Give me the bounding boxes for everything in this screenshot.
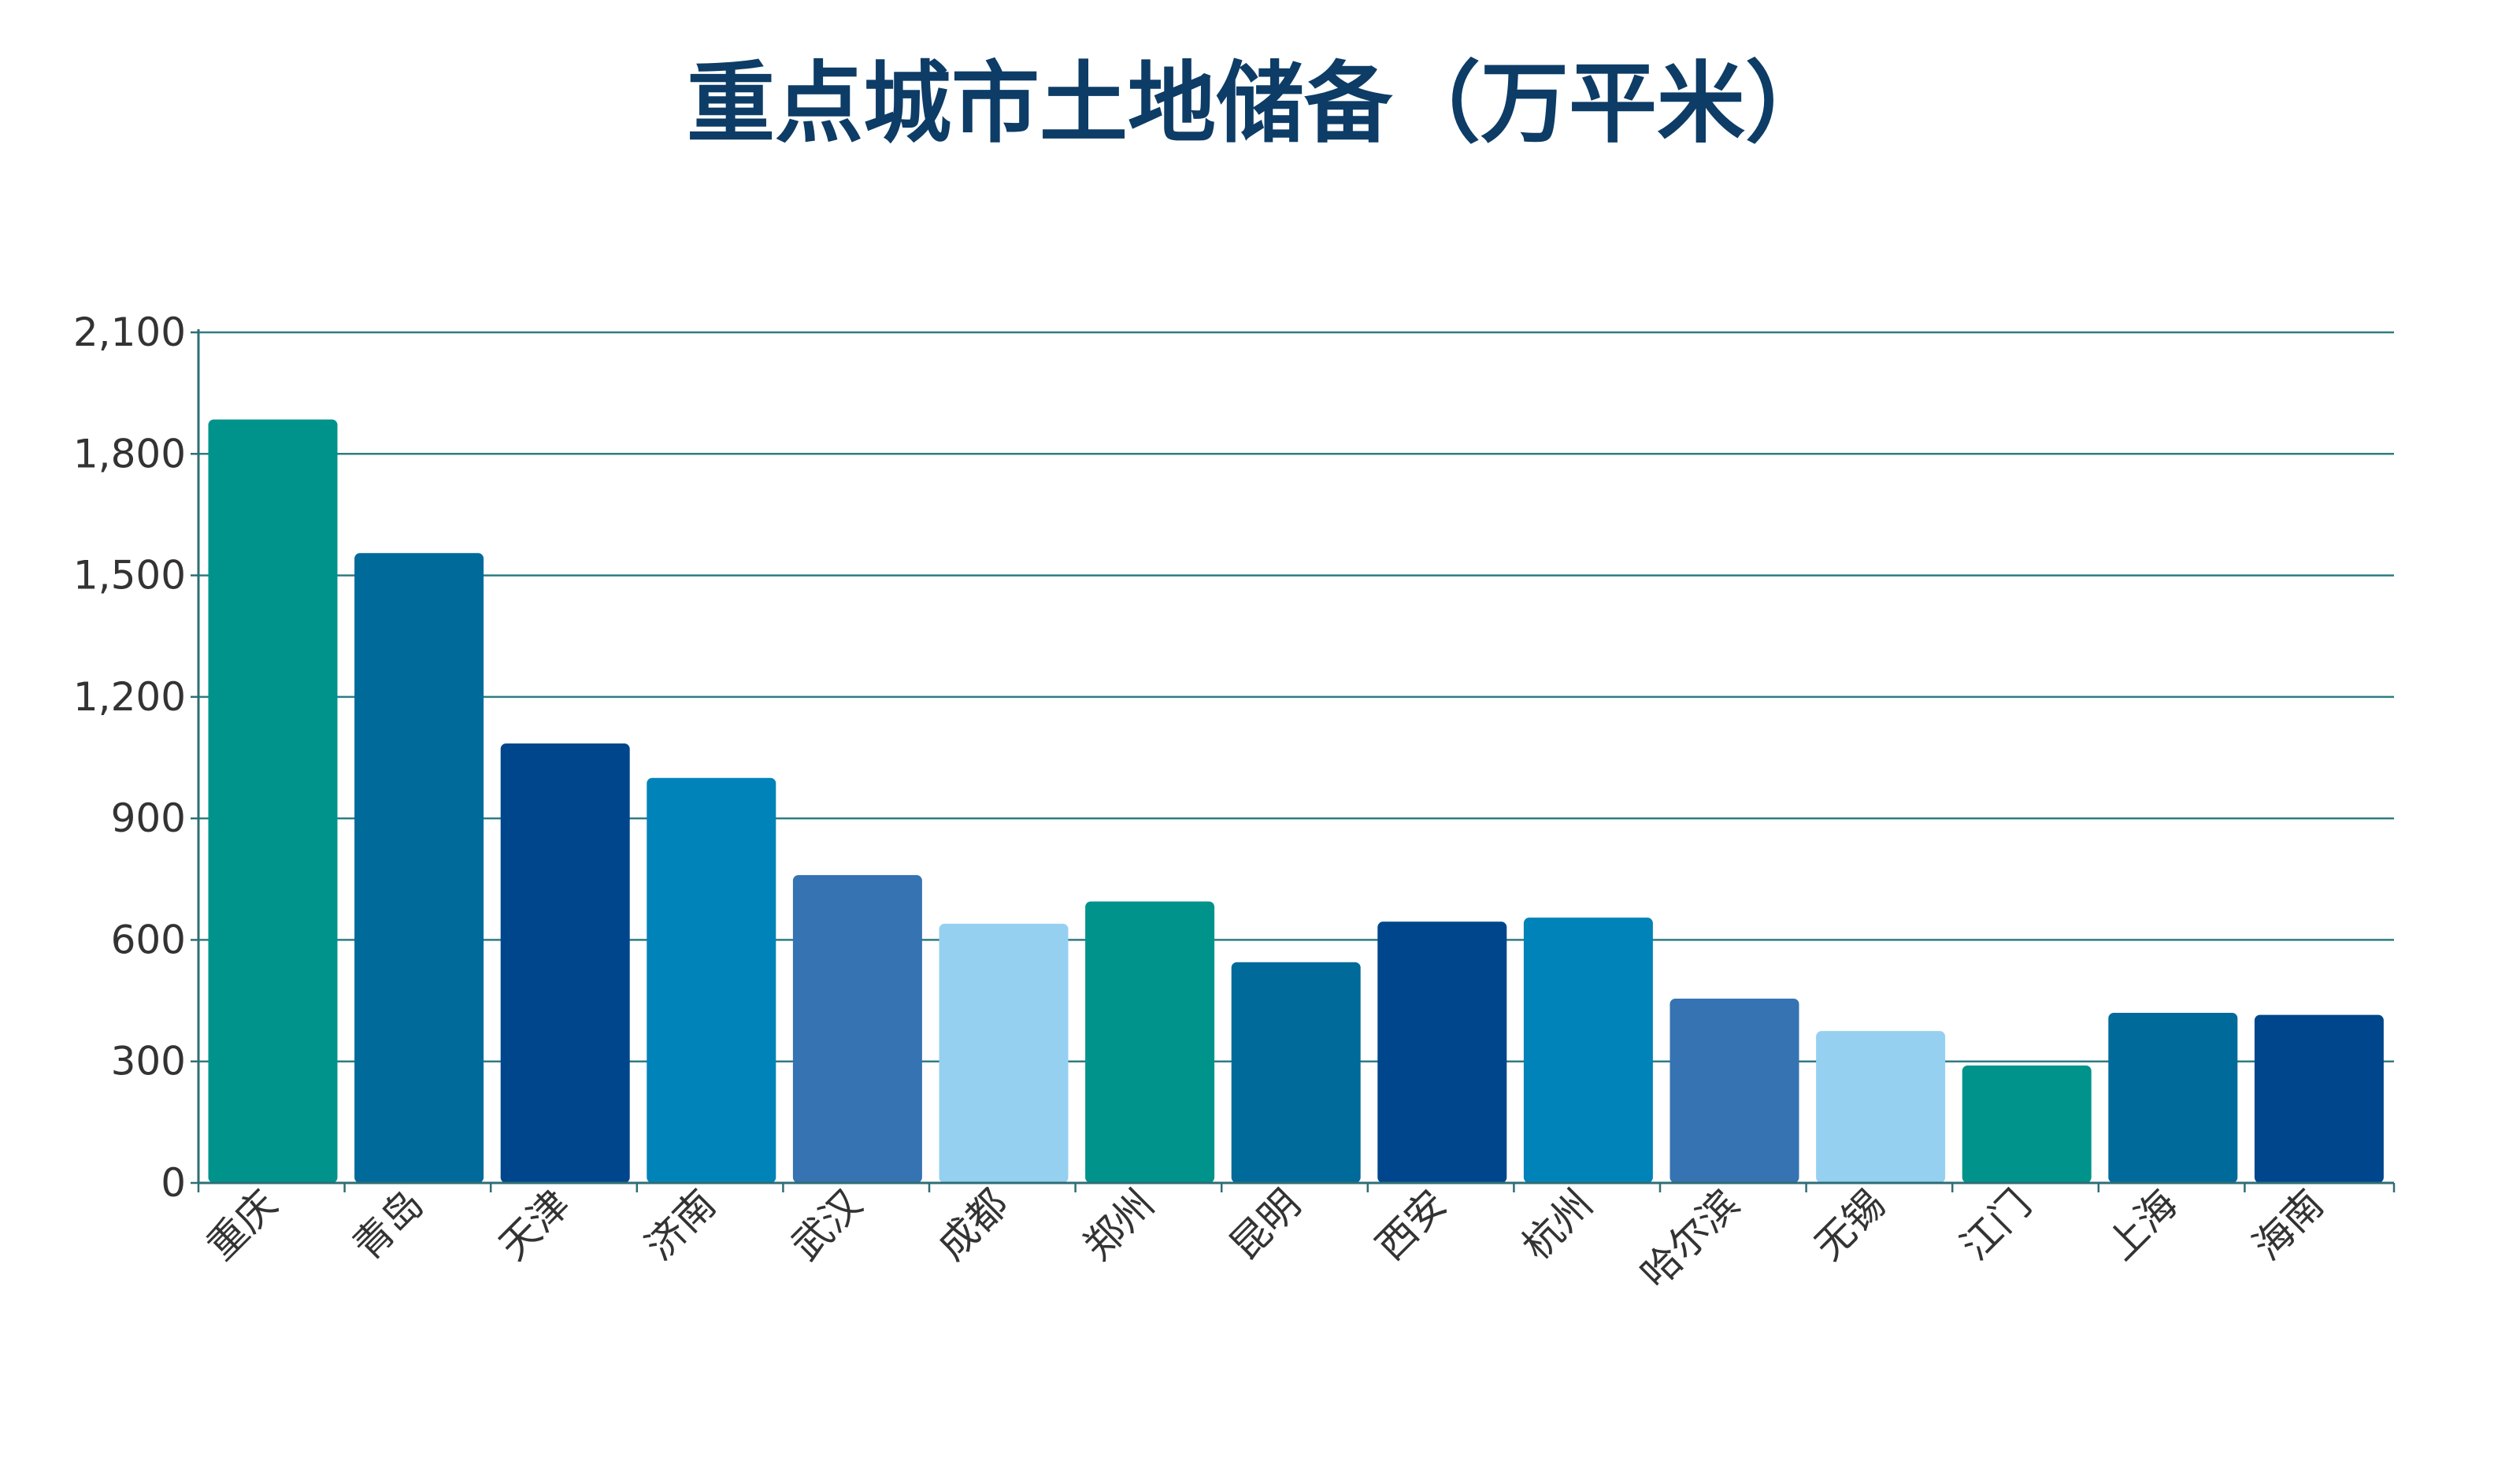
x-tick-label: 郑州	[1075, 1181, 1163, 1269]
bars	[208, 419, 2384, 1183]
bar	[1377, 921, 1507, 1183]
x-tick-label: 济南	[636, 1181, 724, 1269]
y-tick-labels: 0 300 600 900 1,200 1,500 1,800 2,100	[73, 310, 186, 1206]
bar	[2108, 1013, 2238, 1183]
x-tick-label: 成都	[929, 1181, 1017, 1269]
bar	[500, 743, 630, 1183]
y-tick-label: 1,500	[73, 553, 186, 599]
x-tick-label: 重庆	[198, 1181, 287, 1269]
axes	[191, 329, 2396, 1192]
x-tick-label: 上海	[2098, 1181, 2186, 1269]
x-tick-label: 海南	[2244, 1181, 2333, 1269]
y-tick-label: 300	[111, 1039, 186, 1084]
bar	[647, 777, 776, 1183]
bar	[354, 553, 484, 1183]
y-tick-label: 1,200	[73, 674, 186, 720]
y-tick-label: 900	[111, 795, 186, 841]
bar	[2254, 1014, 2384, 1183]
bar	[208, 419, 338, 1183]
x-tick-labels: 重庆 青岛 天津 济南 武汉 成都 郑州 昆明 西安 杭州 哈尔滨 无锡 江门 上海 海南	[198, 1181, 2333, 1296]
bar	[1523, 918, 1653, 1183]
bar	[1231, 962, 1361, 1183]
bar	[1816, 1031, 1946, 1183]
x-tick-label: 无锡	[1806, 1181, 1894, 1269]
chart-title: 重点城市土地储备（万平米）	[687, 53, 1833, 155]
bar	[1085, 901, 1215, 1183]
bar	[1670, 999, 1799, 1183]
y-tick-label: 600	[111, 917, 186, 962]
x-tick-label: 江门	[1952, 1181, 2040, 1269]
x-tick-label: 青岛	[344, 1181, 432, 1269]
x-tick-label: 哈尔滨	[1632, 1181, 1747, 1296]
x-tick-label: 武汉	[783, 1181, 871, 1269]
bar	[1962, 1065, 2092, 1183]
x-tick-label: 昆明	[1221, 1181, 1310, 1269]
x-tick-label: 天津	[491, 1181, 579, 1269]
y-tick-label: 0	[161, 1160, 186, 1206]
y-tick-label: 2,100	[73, 310, 186, 355]
y-tick-label: 1,800	[73, 431, 186, 476]
x-tick-label: 西安	[1367, 1181, 1455, 1269]
bar	[792, 875, 922, 1183]
x-tick-label: 杭州	[1514, 1181, 1602, 1269]
bar	[939, 923, 1069, 1183]
